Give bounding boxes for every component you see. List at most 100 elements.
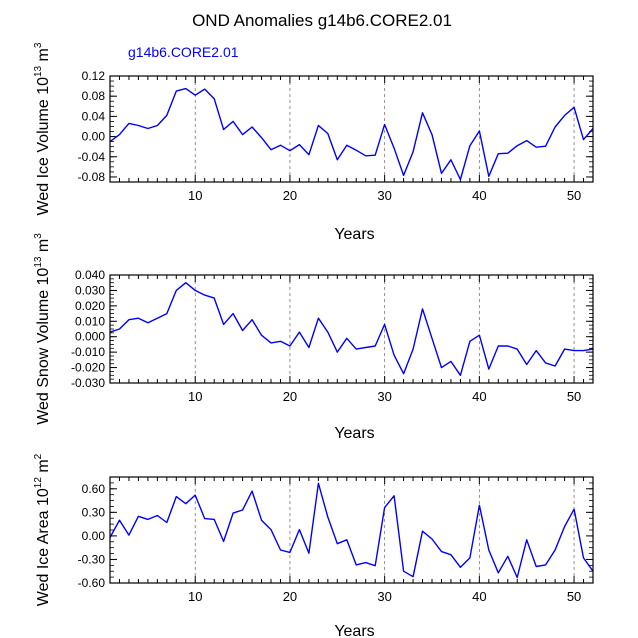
data-point	[175, 495, 177, 497]
data-point	[488, 175, 490, 177]
data-point	[507, 345, 509, 347]
data-point	[232, 120, 234, 122]
y-tick-label: -0.30	[78, 552, 106, 566]
data-point	[336, 159, 338, 161]
data-point	[232, 312, 234, 314]
data-point	[156, 317, 158, 319]
data-point	[241, 509, 243, 511]
data-point	[118, 133, 120, 135]
data-point	[573, 349, 575, 351]
y-tick-label: 0.04	[82, 109, 106, 123]
data-point	[137, 124, 139, 126]
data-point	[544, 145, 546, 147]
data-point	[204, 88, 206, 90]
data-point	[355, 348, 357, 350]
y-tick-label: -0.010	[71, 345, 105, 359]
data-point	[488, 368, 490, 370]
data-point	[563, 525, 565, 527]
x-axis-label: Years	[334, 425, 374, 442]
y-tick-label: 0.030	[75, 283, 105, 297]
data-point	[317, 124, 319, 126]
data-point	[147, 322, 149, 324]
data-point	[374, 345, 376, 347]
data-point	[175, 289, 177, 291]
data-point	[469, 557, 471, 559]
data-point	[365, 346, 367, 348]
data-point	[450, 554, 452, 556]
data-point	[260, 136, 262, 138]
data-point	[260, 519, 262, 521]
x-tick-label: 30	[377, 188, 391, 203]
x-tick-label: 30	[377, 589, 391, 604]
data-point	[241, 329, 243, 331]
data-point	[327, 331, 329, 333]
series-line	[109, 482, 594, 579]
x-axis-label: Years	[334, 226, 374, 243]
data-point	[128, 534, 130, 536]
data-point	[279, 144, 281, 146]
y-tick-label: -0.08	[78, 170, 106, 184]
data-point	[194, 94, 196, 96]
data-point	[421, 112, 423, 114]
data-point	[355, 149, 357, 151]
series-line	[109, 282, 594, 376]
data-point	[147, 127, 149, 129]
data-point	[582, 138, 584, 140]
data-point	[516, 144, 518, 146]
data-point	[317, 482, 319, 484]
x-tick-label: 20	[283, 389, 297, 404]
data-point	[185, 87, 187, 89]
x-tick-label: 20	[283, 188, 297, 203]
data-point	[478, 504, 480, 506]
data-point	[374, 154, 376, 156]
data-point	[270, 342, 272, 344]
data-point	[488, 549, 490, 551]
data-point	[365, 561, 367, 563]
x-tick-label: 40	[472, 188, 486, 203]
series-label: g14b6.CORE2.01	[128, 44, 239, 60]
data-point	[469, 144, 471, 146]
data-point	[156, 514, 158, 516]
plot-frame	[109, 274, 594, 384]
x-tick-label: 10	[188, 389, 202, 404]
y-tick-label: 0.30	[82, 505, 106, 519]
data-point	[393, 495, 395, 497]
y-tick-label: 0.000	[75, 330, 105, 344]
data-point	[166, 312, 168, 314]
data-point	[459, 178, 461, 180]
data-point	[156, 124, 158, 126]
y-axis-label: Wed Snow Volume 1013 m3	[33, 233, 52, 425]
data-point	[582, 557, 584, 559]
data-point	[573, 106, 575, 108]
x-tick-label: 50	[567, 389, 581, 404]
plot-frame	[109, 75, 594, 183]
y-axis-label: Wed Ice Area 1012 m2	[33, 453, 52, 606]
data-point	[383, 506, 385, 508]
y-tick-label: -0.020	[71, 361, 105, 375]
data-point	[279, 340, 281, 342]
data-point	[204, 294, 206, 296]
data-point	[440, 550, 442, 552]
x-tick-label: 40	[472, 589, 486, 604]
data-point	[289, 551, 291, 553]
data-point	[118, 519, 120, 521]
data-point	[279, 549, 281, 551]
data-point	[346, 144, 348, 146]
data-point	[526, 363, 528, 365]
series-line	[109, 87, 594, 181]
panel-3: 10 20 30 40 50 0.60 0.30 0.00 -0.30 -0.60 Years Wed…	[33, 453, 594, 638]
data-point	[535, 565, 537, 567]
data-point	[497, 153, 499, 155]
data-point	[440, 366, 442, 368]
data-point	[289, 345, 291, 347]
data-point	[308, 552, 310, 554]
data-point	[554, 365, 556, 367]
x-axis-label: Years	[334, 623, 374, 638]
data-point	[232, 512, 234, 514]
data-point	[554, 549, 556, 551]
data-point	[137, 317, 139, 319]
x-tick-label: 10	[188, 188, 202, 203]
data-point	[298, 528, 300, 530]
data-point	[412, 576, 414, 578]
